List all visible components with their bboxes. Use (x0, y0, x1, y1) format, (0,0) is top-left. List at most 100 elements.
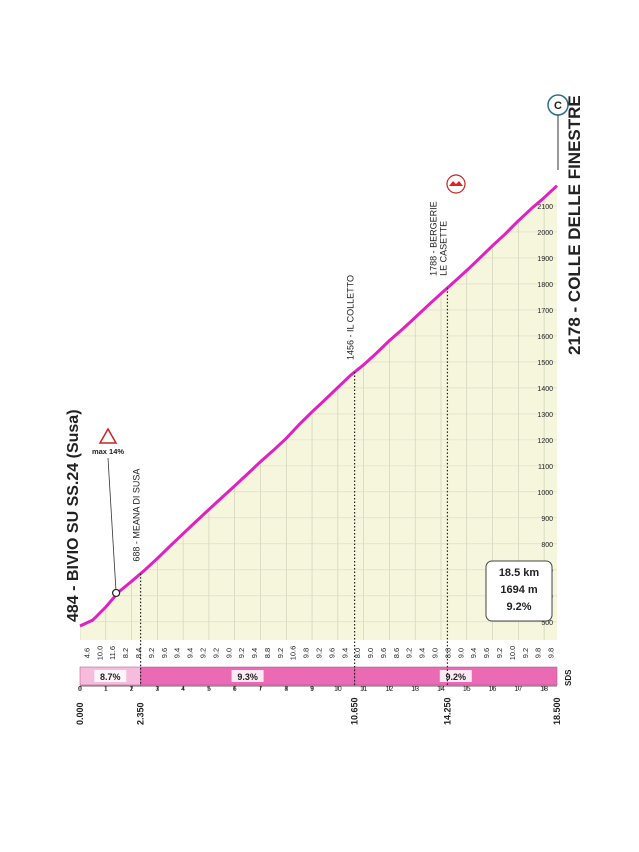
category-text: C (554, 100, 562, 112)
km-label: 2.350 (136, 702, 146, 725)
x-tick-label: 9 (310, 686, 314, 693)
gradient-row (80, 641, 557, 665)
stats-box (485, 560, 553, 622)
gradient-label: 8.2 (121, 648, 130, 658)
gradient-label: 9.2 (521, 648, 530, 658)
km-label: 10.650 (350, 697, 360, 725)
x-tick-label: 11 (360, 686, 367, 693)
gradient-label: 9.2 (495, 648, 504, 658)
sector-label: 9.3% (237, 672, 258, 682)
y-tick-label: 900 (541, 516, 553, 523)
x-tick-label: 17 (514, 686, 522, 693)
gradient-label: 10.6 (289, 646, 298, 661)
gradient-label: 8.6 (392, 648, 401, 658)
gradient-label: 9.6 (482, 648, 491, 658)
y-tick-label: 1800 (537, 282, 553, 289)
sector-label: 9.2% (446, 672, 467, 682)
gradient-label: 9.0 (431, 648, 440, 658)
gradient-label: 9.6 (327, 648, 336, 658)
x-tick-label: 5 (207, 686, 211, 693)
gradient-label: 9.4 (469, 648, 478, 658)
y-tick-label: 1000 (537, 490, 553, 497)
y-tick-label: 1900 (537, 256, 553, 263)
gradient-label: 9.4 (418, 648, 427, 658)
y-tick-label: 800 (541, 542, 553, 549)
gradient-label: 9.2 (315, 648, 324, 658)
gradient-label: 8.4 (134, 648, 143, 658)
waypoint-label: 1456 - IL COLLETTO (346, 275, 356, 360)
gradient-label: 9.6 (160, 648, 169, 658)
gradient-label: 9.8 (302, 648, 311, 658)
stat-distance: 18.5 km (499, 567, 540, 579)
x-tick-label: 18 (540, 686, 548, 693)
gradient-label: 9.4 (173, 648, 182, 658)
x-tick-label: 0 (78, 686, 82, 693)
gradient-label: 9.2 (147, 648, 156, 658)
x-tick-label: 2 (130, 686, 134, 693)
km-label: 18.500 (552, 697, 562, 725)
y-tick-label: 1300 (537, 412, 553, 419)
sector-label: 8.7% (100, 672, 121, 682)
sponsor-icon (449, 181, 463, 186)
gradient-label: 8.8 (263, 648, 272, 658)
gradient-label: 9.2 (237, 648, 246, 658)
gradient-label: 9.2 (198, 648, 207, 658)
waypoint-label: 1788 - BERGERIE (428, 201, 438, 276)
finish-title: 2178 - COLLE DELLE FINESTRE (565, 95, 584, 355)
x-tick-label: 8 (284, 686, 288, 693)
gradient-label: 11.6 (108, 646, 117, 660)
gradient-label: 9.4 (340, 648, 349, 658)
km-label: 0.000 (75, 702, 85, 725)
y-tick-label: 1700 (537, 308, 553, 315)
x-tick-label: 13 (411, 686, 419, 693)
x-tick-label: 7 (259, 686, 263, 693)
max-label: max 14% (92, 447, 124, 456)
gradient-label: 9.2 (211, 648, 220, 658)
gradient-label: 9.0 (366, 648, 375, 658)
y-tick-label: 1200 (537, 438, 553, 445)
y-tick-label: 1400 (537, 386, 553, 393)
profile-line (79, 184, 559, 628)
sector-label-bg (231, 670, 264, 682)
gradient-label: 9.0 (224, 648, 233, 658)
y-tick-label: 1100 (538, 464, 553, 471)
x-tick-label: 3 (155, 686, 159, 693)
y-tick-label: 1600 (537, 334, 553, 341)
start-title: 484 - BIVIO SU SS.24 (Susa) (65, 409, 82, 622)
area-fill (80, 185, 557, 640)
y-tick-label: 500 (541, 620, 553, 627)
gradient-label: 9.8 (534, 648, 543, 658)
x-tick-label: 14 (437, 686, 445, 693)
x-tick-label: 12 (386, 686, 394, 693)
gradient-label: 9.6 (379, 648, 388, 658)
gradient-label: 9.8 (547, 648, 556, 658)
stat-climb: 1694 m (500, 584, 538, 596)
waypoint-label: LE CASETTE (438, 221, 448, 276)
max-leader (107, 457, 117, 593)
warning-icon (98, 427, 118, 444)
max-marker (111, 588, 121, 598)
gradient-label: 9.2 (405, 648, 414, 658)
sector-label-bg (94, 670, 127, 682)
gradient-label: 9.2 (276, 648, 285, 658)
x-tick-label: 15 (463, 686, 471, 693)
gradient-label: 9.4 (186, 648, 195, 658)
gradient-label: 10.0 (508, 646, 517, 661)
x-tick-label: 10 (334, 686, 342, 693)
gradient-label: 10.0 (95, 646, 104, 661)
x-tick-label: 1 (104, 686, 108, 693)
brand: SDS (564, 669, 573, 686)
x-tick-label: 16 (489, 686, 497, 693)
stat-gradient: 9.2% (506, 601, 531, 613)
waypoint-label: 688 - MEANA DI SUSA (132, 469, 142, 562)
x-tick-label: 4 (181, 686, 185, 693)
y-tick-label: 2100 (537, 204, 553, 211)
gradient-label: 9.0 (456, 648, 465, 658)
gradient-label: 9.4 (250, 648, 259, 658)
x-tick-label: 6 (233, 686, 237, 693)
gradient-label: 8.0 (353, 648, 362, 658)
y-tick-label: 2000 (537, 230, 553, 237)
plot-layer: 5006007008009001000110012001300140015001… (78, 184, 559, 693)
